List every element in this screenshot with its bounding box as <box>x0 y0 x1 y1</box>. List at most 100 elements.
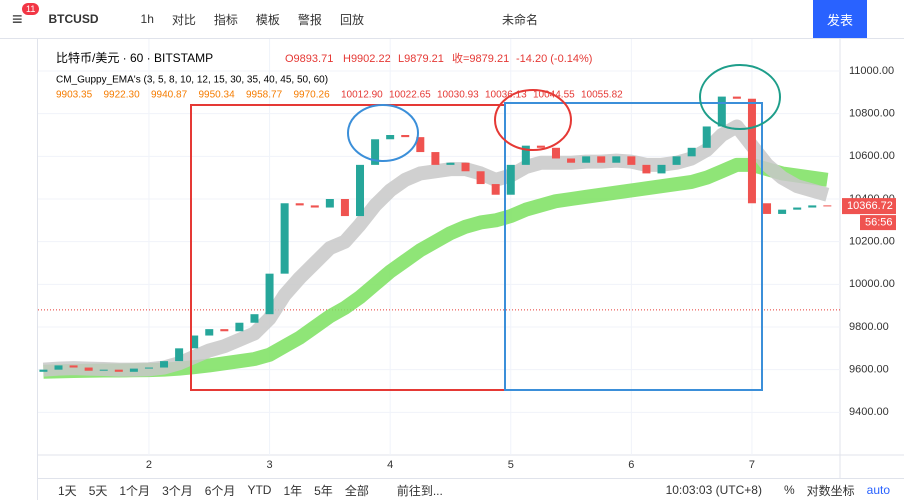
top-toolbar: ≡ 11 BTCUSD 1h 对比 指标 模板 警报 回放 未命名 发表 <box>0 0 904 39</box>
range-button[interactable]: 1年 <box>283 483 303 498</box>
legend-symbol: 比特币/美元 · 60 · BITSTAMP <box>56 50 213 65</box>
candle <box>551 147 560 159</box>
last-price-tag <box>842 198 896 215</box>
candle <box>672 156 681 165</box>
indicator-value: 9940.87 <box>151 90 188 101</box>
range-button[interactable]: 5年 <box>314 483 333 498</box>
candle <box>175 348 184 362</box>
x-tick-label: 2 <box>146 459 152 471</box>
auto-toggle[interactable]: auto <box>866 483 890 497</box>
indicator-value: 9958.77 <box>246 90 283 101</box>
range-button[interactable]: 全部 <box>344 483 369 498</box>
candle <box>54 365 63 370</box>
candle <box>808 205 817 208</box>
range-button[interactable]: 3个月 <box>162 483 193 498</box>
candle <box>778 209 787 214</box>
x-tick-label: 7 <box>749 459 755 471</box>
candle <box>356 164 365 217</box>
interval[interactable]: 1h <box>140 12 154 26</box>
legend-high: H9902.22 <box>343 53 391 65</box>
symbol[interactable]: BTCUSD <box>48 12 99 26</box>
x-tick-label: 6 <box>628 459 634 471</box>
candle <box>747 98 756 204</box>
drawing-toolbar <box>0 39 38 500</box>
candle <box>763 203 772 214</box>
candle <box>144 367 153 369</box>
countdown-tag <box>860 215 896 231</box>
menu[interactable]: ≡ <box>12 8 23 29</box>
x-tick-label: 4 <box>387 459 393 471</box>
legend-low: L9879.21 <box>398 53 444 65</box>
indicator-value: 9970.26 <box>294 90 331 101</box>
chart: 11000.0010800.0010600.0010400.0010200.00… <box>38 39 904 478</box>
x-tick-label: 3 <box>266 459 272 471</box>
range-button[interactable]: YTD <box>247 483 272 497</box>
range-button[interactable]: 6个月 <box>204 483 236 498</box>
y-tick-label: 10600.00 <box>849 150 895 162</box>
y-tick-label: 10000.00 <box>849 278 895 290</box>
candle <box>446 162 455 165</box>
candle <box>506 164 515 195</box>
legend-close: 收=9879.21 <box>452 51 509 65</box>
candle <box>612 156 621 163</box>
candle <box>99 369 108 371</box>
candle <box>582 156 591 163</box>
annotation-circle <box>699 64 781 130</box>
annotation-circle <box>347 104 419 162</box>
publish-button[interactable]: 发表 <box>813 0 867 38</box>
candle <box>205 329 214 336</box>
candle <box>597 156 606 163</box>
candle <box>732 96 741 99</box>
candle <box>823 205 832 207</box>
annotation-circle <box>494 89 572 151</box>
indicator-value: 9903.35 <box>56 90 93 101</box>
candle <box>295 203 304 206</box>
goto-date[interactable]: 前往到... <box>396 483 443 498</box>
candle <box>129 368 138 372</box>
x-tick-label: 5 <box>508 459 514 471</box>
candle <box>69 365 78 368</box>
candle <box>340 199 349 217</box>
candle <box>627 156 636 165</box>
candle <box>476 171 485 185</box>
indicator-value: 9950.34 <box>199 90 236 101</box>
badge: 11 <box>22 3 40 15</box>
last-price-label: 10366.72 <box>847 200 893 212</box>
alert[interactable]: 警报 <box>297 12 322 27</box>
indicator-value: 10036.13 <box>485 90 527 101</box>
candle <box>657 164 666 174</box>
indicator-value: 10055.82 <box>581 90 623 101</box>
range-button[interactable]: 5天 <box>88 483 108 498</box>
candle <box>371 139 380 165</box>
candle <box>250 314 259 323</box>
legend-open: O9893.71 <box>285 53 333 65</box>
candle <box>642 164 651 174</box>
range-button[interactable]: 1个月 <box>119 483 151 498</box>
y-tick-label: 9400.00 <box>849 406 889 418</box>
countdown: 56:56 <box>865 217 893 229</box>
candle <box>265 273 274 315</box>
templates[interactable]: 模板 <box>255 12 280 27</box>
range-button[interactable]: 1天 <box>58 483 77 498</box>
layout-name[interactable]: 未命名 <box>501 12 538 27</box>
candle <box>536 145 545 148</box>
percent-toggle[interactable]: % <box>783 483 795 497</box>
candle <box>521 145 530 165</box>
candle <box>39 369 48 372</box>
candle <box>491 184 500 195</box>
compare[interactable]: 对比 <box>171 12 196 27</box>
indicator-value: 10030.93 <box>437 90 479 101</box>
candle <box>717 96 726 127</box>
legend-change: -14.20 (-0.14%) <box>516 53 592 65</box>
indicators[interactable]: 指标 <box>213 12 238 27</box>
candle <box>190 335 199 349</box>
log-toggle[interactable]: 对数坐标 <box>806 483 855 498</box>
indicator-value: 9922.30 <box>104 90 141 101</box>
replay[interactable]: 回放 <box>339 12 364 27</box>
candle <box>386 135 395 140</box>
ema-ribbon <box>42 119 830 377</box>
candle <box>702 126 711 148</box>
indicator-name: CM_Guppy_EMA's (3, 5, 8, 10, 12, 15, 30,… <box>56 75 328 86</box>
clock[interactable]: 10:03:03 (UTC+8) <box>665 483 762 497</box>
